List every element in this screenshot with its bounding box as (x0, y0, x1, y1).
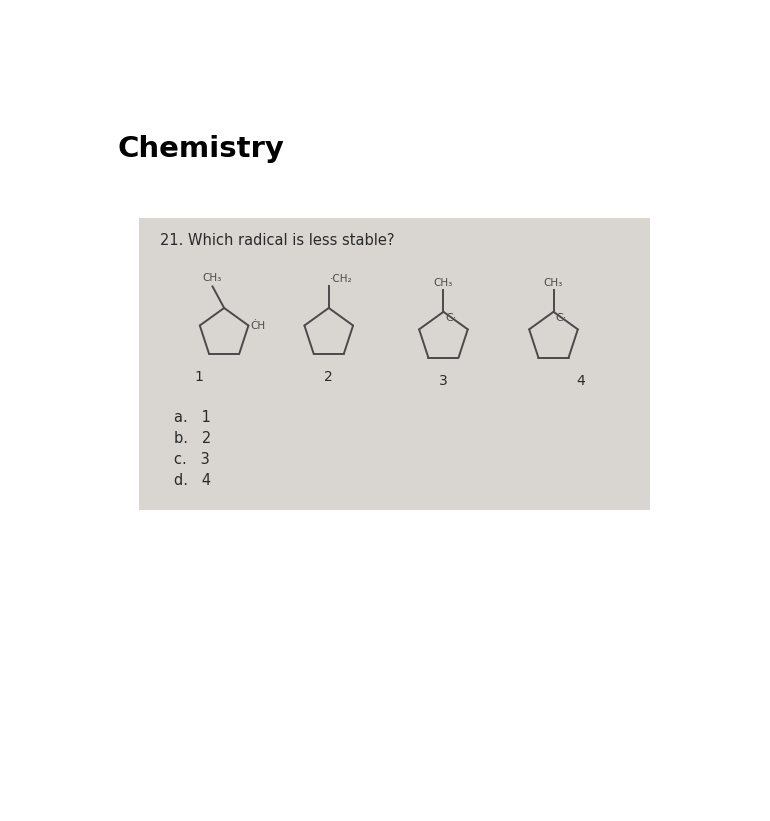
Text: 3: 3 (439, 374, 448, 388)
Text: 2: 2 (324, 370, 333, 384)
Text: 1: 1 (195, 370, 203, 384)
Text: ĊH: ĊH (251, 320, 266, 331)
Text: Ċ·: Ċ· (445, 313, 457, 323)
Text: 21. Which radical is less stable?: 21. Which radical is less stable? (160, 233, 394, 248)
Text: 4: 4 (577, 374, 585, 388)
Text: b.   2: b. 2 (174, 431, 211, 446)
Text: c.   3: c. 3 (174, 452, 209, 467)
Text: CH₃: CH₃ (544, 278, 563, 288)
Text: d.   4: d. 4 (174, 473, 211, 488)
Text: a.   1: a. 1 (174, 410, 211, 425)
Text: ·CH₂: ·CH₂ (330, 274, 353, 284)
Text: CH₃: CH₃ (434, 278, 453, 288)
Text: Ċ·: Ċ· (555, 313, 567, 323)
FancyBboxPatch shape (139, 218, 651, 511)
Text: Chemistry: Chemistry (118, 135, 285, 163)
Text: CH₃: CH₃ (202, 273, 221, 283)
